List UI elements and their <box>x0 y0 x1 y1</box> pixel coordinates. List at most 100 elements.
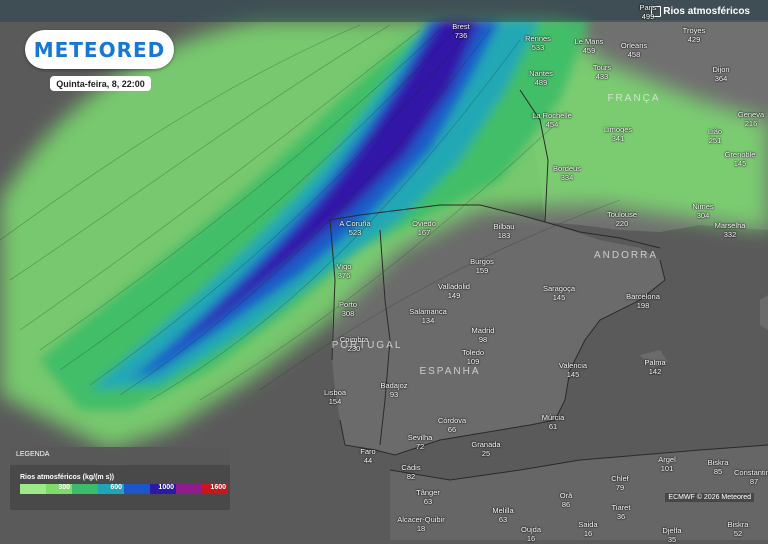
city-name: Bilbau <box>493 222 515 231</box>
city-name: Limoges <box>603 125 633 134</box>
city-value: 16 <box>526 534 536 543</box>
city-name: Salamanca <box>409 307 447 316</box>
legend-tick-label: 600 <box>110 484 122 491</box>
city-name: Dijon <box>712 65 730 74</box>
city-name: Saida <box>578 520 598 529</box>
legend-swatch: 1600 <box>202 484 228 494</box>
city-value: 376 <box>337 271 351 280</box>
legend-tick-label: 1000 <box>158 484 174 491</box>
city-name: Marselha <box>714 221 746 230</box>
city-label: Saragoça 145 <box>543 284 575 302</box>
city-name: Madrid <box>471 326 495 335</box>
city-name: Troyes <box>682 26 706 35</box>
city-name: Vigo <box>336 262 352 271</box>
city-name: Granada <box>471 440 501 449</box>
city-value: 332 <box>723 230 737 239</box>
legend-swatch <box>72 484 98 494</box>
country-label: FRANÇA <box>607 93 661 104</box>
layer-title[interactable]: Rios atmosféricos <box>651 6 750 17</box>
city-label: Saida 16 <box>578 520 597 538</box>
city-label: Porto 308 <box>339 300 357 318</box>
city-value: 109 <box>466 357 480 366</box>
city-name: Oujda <box>520 525 542 534</box>
city-label: Nimes 304 <box>692 202 713 220</box>
logo[interactable]: METEORED <box>25 30 174 69</box>
legend-label: Rios atmosféricos (kg/(m s)) <box>20 474 115 481</box>
city-name: Toulouse <box>606 210 638 219</box>
city-name: Biskra <box>727 520 749 529</box>
city-value: 533 <box>531 43 545 52</box>
city-label: Orleans 458 <box>621 41 647 59</box>
city-value: 499 <box>641 12 655 21</box>
city-value: 87 <box>749 477 759 486</box>
city-value: 16 <box>583 529 593 538</box>
city-name: Toledo <box>461 348 485 357</box>
city-label: Múrcia 61 <box>542 413 565 431</box>
city-name: Djelfa <box>662 526 682 535</box>
city-label: Grenoble 145 <box>725 150 756 168</box>
city-value: 79 <box>615 483 625 492</box>
city-value: 216 <box>744 119 758 128</box>
corsica <box>760 295 768 330</box>
city-value: 454 <box>545 120 559 129</box>
city-value: 44 <box>363 456 373 465</box>
city-name: Burgos <box>470 257 494 266</box>
city-label: Lisboa 154 <box>324 388 346 406</box>
city-value: 251 <box>708 136 722 145</box>
city-label: Salamanca 134 <box>409 307 447 325</box>
city-value: 159 <box>475 266 489 275</box>
city-label: Córdova 66 <box>438 416 466 434</box>
city-value: 523 <box>348 228 362 237</box>
city-value: 85 <box>713 467 723 476</box>
city-label: Tiaret 36 <box>612 503 631 521</box>
city-label: Paris 499 <box>639 3 656 21</box>
city-value: 154 <box>328 397 342 406</box>
city-name: Coimbra <box>339 335 369 344</box>
city-name: Orleans <box>620 41 648 50</box>
city-label: Faro 44 <box>360 447 375 465</box>
city-label: Constantina87 <box>734 468 768 486</box>
city-label: Troyes 429 <box>683 26 706 44</box>
legend-swatch: 1000 <box>150 484 176 494</box>
flow-streaks <box>0 24 621 401</box>
city-value: 334 <box>560 173 574 182</box>
city-value: 63 <box>423 497 433 506</box>
city-label: Valencia 145 <box>559 361 587 379</box>
layers-icon <box>651 6 662 17</box>
city-name: Melilla <box>492 506 514 515</box>
city-name: Biskra <box>707 458 729 467</box>
city-name: Sevilha <box>407 433 433 442</box>
city-label: Brest 736 <box>452 22 470 40</box>
city-label: Oujda 16 <box>521 525 541 543</box>
city-name: Córdova <box>437 416 467 425</box>
city-name: Palma <box>644 358 666 367</box>
city-value: 61 <box>548 422 558 431</box>
city-name: Faro <box>360 447 376 456</box>
city-name: Tiaret <box>611 503 631 512</box>
city-value: 86 <box>561 500 571 509</box>
city-label: Tours 433 <box>593 63 611 81</box>
city-name: Barcelona <box>626 292 660 301</box>
city-label: Coimbra 230 <box>340 335 368 353</box>
legend-swatch <box>176 484 202 494</box>
city-name: Porto <box>339 300 357 309</box>
timestamp: Quinta-feira, 8, 22:00 <box>50 76 151 91</box>
city-name: Orã <box>559 491 573 500</box>
city-value: 36 <box>616 512 626 521</box>
city-name: Nimes <box>692 202 714 211</box>
city-name: Alcacer-Quibir <box>397 515 445 524</box>
city-name: Valencia <box>558 361 588 370</box>
city-value: 167 <box>417 228 431 237</box>
legend[interactable]: LEGENDA Rios atmosféricos (kg/(m s)) 300… <box>10 447 230 510</box>
city-value: 458 <box>627 50 641 59</box>
city-label: Tânger 63 <box>416 488 440 506</box>
city-value: 52 <box>733 529 743 538</box>
city-name: Chlef <box>611 474 629 483</box>
city-label: Limoges 341 <box>604 125 632 143</box>
city-name: A Coruña <box>339 219 371 228</box>
city-name: Lião <box>707 127 723 136</box>
city-value: 429 <box>687 35 701 44</box>
city-value: 63 <box>498 515 508 524</box>
city-value: 66 <box>447 425 457 434</box>
